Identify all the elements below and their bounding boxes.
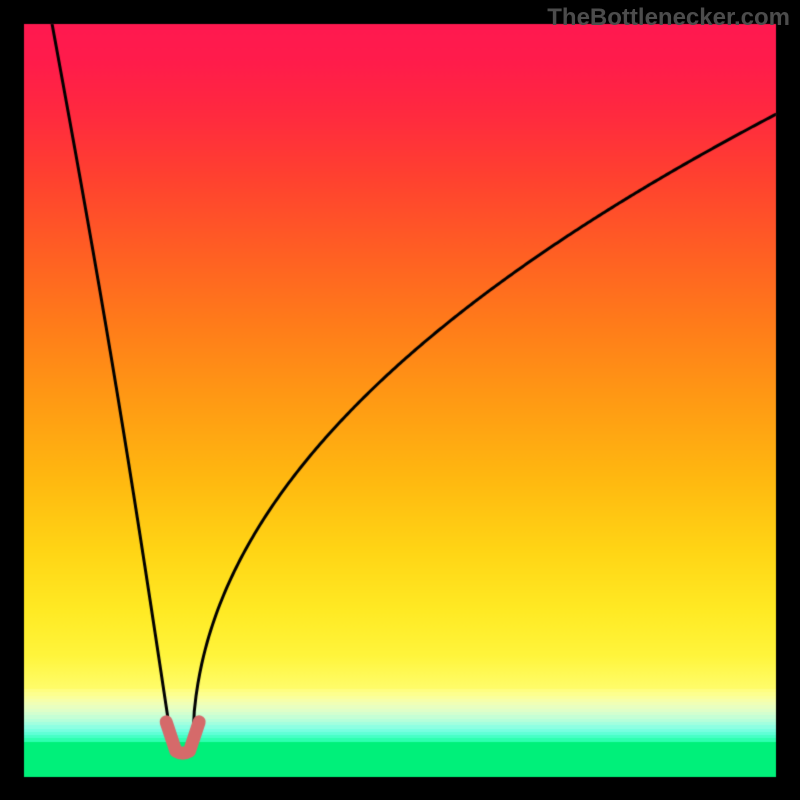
bottleneck-curve xyxy=(0,0,800,800)
chart-stage: TheBottlenecker.com xyxy=(0,0,800,800)
watermark-label: TheBottlenecker.com xyxy=(547,4,790,32)
